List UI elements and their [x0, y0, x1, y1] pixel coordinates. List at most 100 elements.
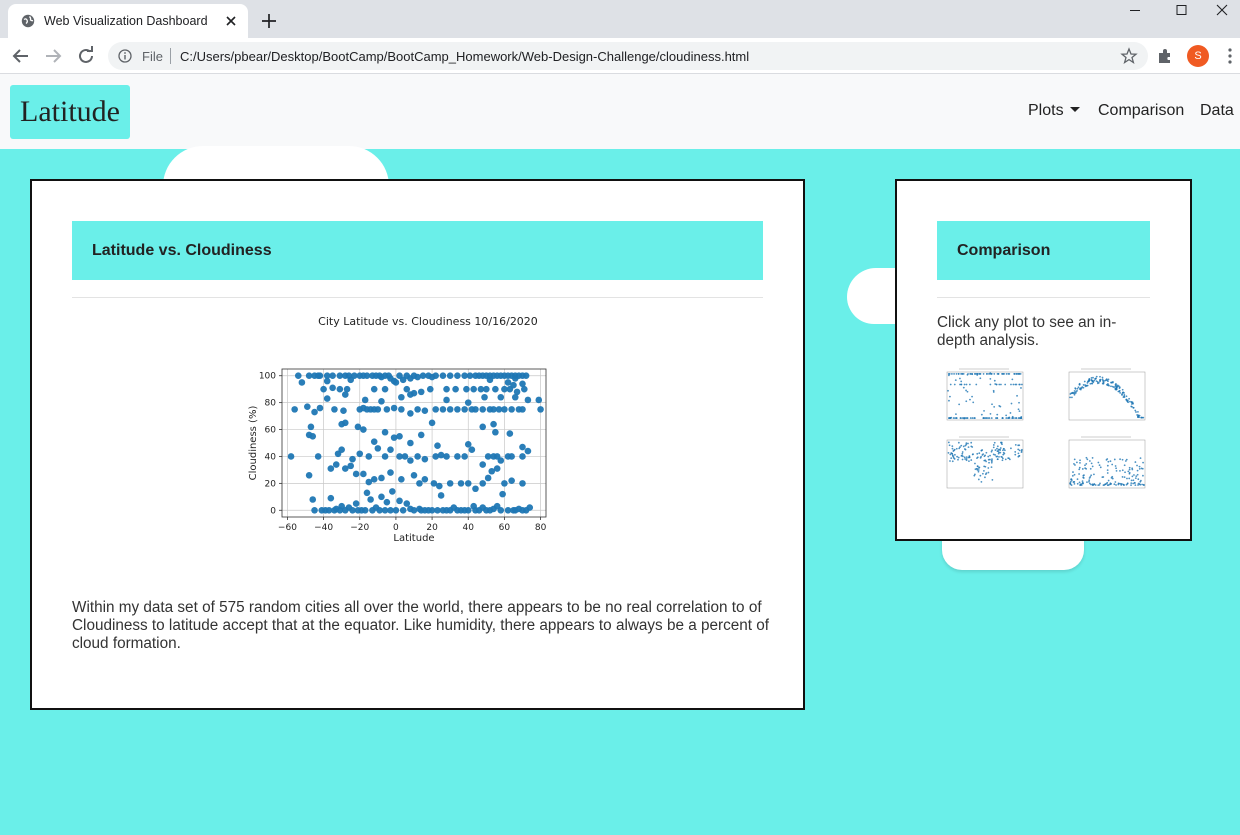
thumbnail-point: [1140, 416, 1143, 419]
thumbnail-point: [1069, 482, 1072, 485]
chart-point: [381, 506, 389, 514]
minimize-icon[interactable]: [1112, 0, 1158, 30]
thumb-latitude-vs-wind-speed[interactable]: [1061, 434, 1149, 496]
thumbnail-point: [976, 452, 979, 455]
thumbnail-point: [1082, 476, 1085, 479]
kebab-menu-icon[interactable]: [1222, 47, 1238, 65]
nav-data[interactable]: Data: [1200, 102, 1234, 119]
chart-point: [387, 469, 394, 476]
thumbnail-point: [965, 389, 967, 392]
thumbnail-point: [963, 417, 966, 419]
thumbnail-point: [1132, 406, 1135, 409]
thumbnail-point: [1018, 373, 1021, 375]
thumb-latitude-vs-cloudiness[interactable]: [939, 366, 1027, 428]
chart-point: [389, 488, 396, 495]
chart-point: [434, 442, 441, 449]
thumbnail-point: [1073, 393, 1076, 396]
nav-comparison[interactable]: Comparison: [1098, 102, 1185, 119]
thumbnail-point: [990, 461, 993, 464]
chart-point: [481, 393, 488, 401]
chart-point: [519, 480, 526, 487]
chart-point: [419, 372, 427, 380]
thumbnail-point: [974, 473, 976, 476]
puzzle-icon[interactable]: [1156, 47, 1174, 65]
thumbnail-point: [1090, 462, 1093, 465]
chart-point: [501, 480, 508, 487]
back-arrow-icon[interactable]: [9, 44, 33, 68]
thumbnail-point: [1094, 377, 1097, 380]
chart-x-tick-label: 60: [499, 523, 511, 533]
thumbnail-point: [947, 389, 949, 392]
thumbnail-point: [1095, 375, 1098, 378]
thumbnail-point: [997, 450, 1000, 452]
chart-point: [314, 453, 322, 460]
thumbnail-point: [961, 373, 964, 375]
chart-point: [390, 404, 398, 412]
thumbnail-plot-frame: [1068, 439, 1146, 489]
thumbnail-point: [1009, 412, 1012, 414]
thumb-latitude-vs-humidity[interactable]: [939, 434, 1027, 496]
thumbnail-point: [977, 478, 980, 481]
chart-point: [343, 385, 351, 393]
thumbnail-point: [1101, 476, 1104, 479]
thumbnail-point: [966, 417, 969, 419]
comparison-panel-header: Comparison: [937, 221, 1150, 280]
thumbnail-point: [1118, 389, 1121, 392]
forward-arrow-icon[interactable]: [41, 44, 65, 68]
url-text[interactable]: C:/Users/pbear/Desktop/BootCamp/BootCamp…: [180, 49, 750, 64]
thumbnail-point: [1107, 479, 1110, 482]
thumbnail-point: [984, 476, 986, 479]
brand-logo[interactable]: Latitude: [10, 85, 130, 139]
thumbnail-point: [988, 373, 990, 375]
thumbnail-point: [1111, 463, 1114, 466]
cloudiness-scatter-chart: −60 −40 −20 0 20 40 60 80 0 20 40 60 80 100 Latitude…: [248, 368, 547, 544]
maximize-icon[interactable]: [1158, 0, 1204, 30]
address-bar[interactable]: File C:/Users/pbear/Desktop/BootCamp/Boo…: [108, 42, 1148, 70]
plus-icon[interactable]: [258, 10, 280, 32]
profile-avatar[interactable]: S: [1187, 45, 1209, 67]
thumbnail-point: [999, 447, 1002, 449]
chart-point: [311, 506, 318, 514]
chart-point: [464, 480, 472, 487]
chart-point: [468, 446, 476, 454]
chart-point: [398, 476, 405, 483]
thumbnail-point: [987, 417, 989, 419]
chart-point: [521, 385, 528, 393]
thumbnail-point: [953, 383, 956, 386]
thumbnail-point: [1003, 452, 1006, 455]
thumb-latitude-vs-temperature[interactable]: [1061, 366, 1149, 428]
info-icon[interactable]: [118, 49, 132, 63]
thumbnail-point: [1076, 387, 1079, 390]
chart-point: [365, 453, 373, 460]
scheme-label: File: [142, 49, 163, 64]
chart-point: [417, 506, 425, 514]
thumbnail-point: [1073, 390, 1076, 392]
chart-x-tick-label: 80: [535, 523, 547, 533]
thumbnail-point: [1002, 449, 1004, 452]
thumbnail-point: [969, 398, 971, 401]
chart-point: [492, 385, 499, 393]
thumbnail-point: [949, 395, 951, 398]
thumbnail-point: [991, 449, 993, 452]
chart-point: [307, 423, 315, 431]
close-window-icon[interactable]: [1204, 0, 1240, 30]
thumbnail-point: [995, 455, 998, 458]
thumbnail-point: [1018, 410, 1021, 412]
reload-icon[interactable]: [74, 44, 98, 68]
chart-x-axis-label: Latitude: [393, 533, 434, 544]
thumbnail-point: [948, 399, 950, 402]
chart-point: [407, 410, 414, 417]
close-icon[interactable]: [222, 12, 240, 30]
thumbnail-point: [1002, 447, 1005, 450]
thumbnail-point: [954, 417, 956, 419]
thumbnail-point: [1011, 417, 1014, 419]
chart-point: [454, 372, 461, 380]
chart-point: [336, 506, 344, 514]
chart-point: [490, 420, 497, 428]
nav-plots-dropdown[interactable]: Plots: [1028, 102, 1080, 120]
star-icon[interactable]: [1120, 47, 1138, 65]
thumbnail-point: [956, 455, 958, 458]
browser-tab[interactable]: Web Visualization Dashboard: [8, 4, 248, 38]
chart-point: [316, 372, 324, 380]
thumbnail-point: [989, 373, 992, 375]
